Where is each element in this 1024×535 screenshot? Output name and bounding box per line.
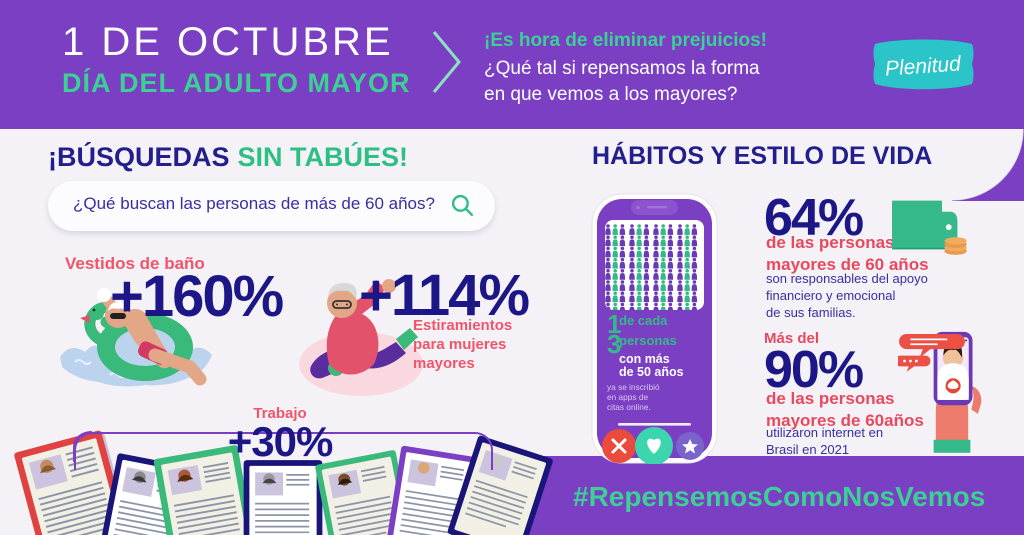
svg-text:de cada: de cada — [619, 313, 668, 328]
svg-text:con más: con más — [619, 352, 670, 366]
svg-text:de 50 años: de 50 años — [619, 365, 684, 379]
svg-text:ya se inscribió: ya se inscribió — [607, 382, 660, 392]
svg-text:personas: personas — [619, 333, 677, 348]
svg-text:en apps de: en apps de — [607, 392, 648, 402]
svg-text:citas online.: citas online. — [607, 402, 651, 412]
